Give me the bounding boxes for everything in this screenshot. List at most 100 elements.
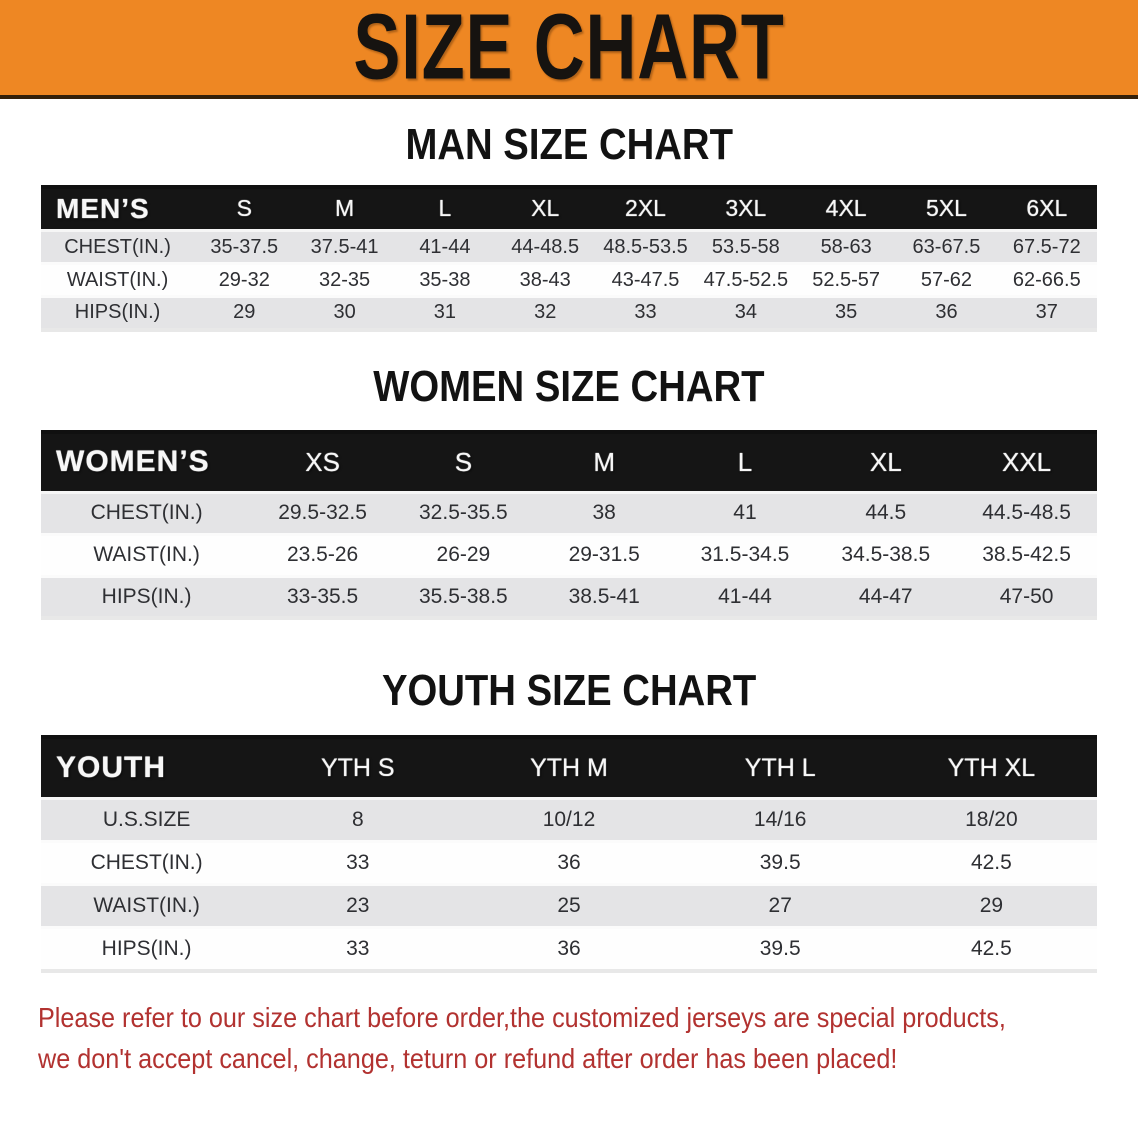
table-category-label: WOMEN’S — [41, 432, 253, 494]
measurement-row: WAIST(IN.) 23 25 27 29 — [41, 884, 1097, 930]
size-column-header: 6XL — [996, 186, 1097, 233]
measurement-value: 32.5-35.5 — [392, 492, 534, 536]
size-column-header: XXL — [956, 432, 1097, 494]
size-table-header-row: WOMEN’S XS S M L XL XXL — [41, 432, 1097, 494]
measurement-value: 33 — [252, 927, 464, 973]
measurement-value: 25 — [463, 884, 675, 930]
measurement-value: 44.5 — [815, 492, 957, 536]
measurement-value: 44.5-48.5 — [956, 492, 1097, 536]
measurement-value: 41-44 — [674, 576, 816, 621]
measurement-row: HIPS(IN.) 29 30 31 32 33 34 35 36 37 — [41, 296, 1097, 332]
size-column-header: YTH L — [674, 736, 886, 801]
size-column-header: M — [294, 186, 395, 233]
measurement-value: 47-50 — [956, 576, 1097, 621]
table-category-label: MEN’S — [41, 186, 195, 233]
size-column-header: YTH M — [463, 736, 675, 801]
measurement-value: 37 — [996, 296, 1097, 332]
measurement-value: 26-29 — [392, 534, 534, 578]
measurement-value: 36 — [463, 841, 675, 887]
measurement-value: 62-66.5 — [996, 263, 1097, 299]
measurement-label: CHEST(IN.) — [41, 492, 253, 536]
measurement-value: 35.5-38.5 — [392, 576, 534, 621]
size-column-header: 4XL — [795, 186, 897, 233]
measurement-label: CHEST(IN.) — [41, 230, 195, 266]
disclaimer-line-2: we don't accept cancel, change, teturn o… — [38, 1043, 898, 1075]
measurement-value: 29-31.5 — [533, 534, 675, 578]
table-category-label: YOUTH — [41, 736, 253, 801]
measurement-label: CHEST(IN.) — [41, 841, 253, 887]
measurement-value: 35-38 — [394, 263, 496, 299]
measurement-value: 32 — [495, 296, 596, 332]
size-column-header: L — [394, 186, 496, 233]
measurement-label: WAIST(IN.) — [41, 884, 253, 930]
measurement-label: WAIST(IN.) — [41, 534, 253, 578]
measurement-value: 36 — [463, 927, 675, 973]
size-column-header: YTH XL — [885, 736, 1097, 801]
size-column-header: XL — [815, 432, 957, 494]
measurement-value: 34.5-38.5 — [815, 534, 957, 578]
size-column-header: 2XL — [595, 186, 696, 233]
measurement-value: 44-47 — [815, 576, 957, 621]
size-column-header: XS — [252, 432, 393, 494]
measurement-value: 38.5-42.5 — [956, 534, 1097, 578]
measurement-value: 37.5-41 — [294, 230, 395, 266]
size-column-header: S — [392, 432, 534, 494]
measurement-row: HIPS(IN.) 33-35.5 35.5-38.5 38.5-41 41-44 44-… — [41, 576, 1097, 621]
measurement-value: 31.5-34.5 — [674, 534, 816, 578]
size-column-header: S — [194, 186, 295, 233]
heading-text: YOUTH SIZE CHART — [381, 666, 757, 716]
measurement-value: 67.5-72 — [996, 230, 1097, 266]
measurement-value: 39.5 — [674, 841, 886, 887]
size-chart-banner: SIZE CHART — [0, 0, 1138, 99]
measurement-value: 34 — [695, 296, 796, 332]
disclaimer-line-1: Please refer to our size chart before or… — [38, 1001, 1006, 1033]
mens-size-table: MEN’S S M L XL 2XL 3XL 4XL 5XL 6XL CHEST(IN.) 35-37… — [41, 184, 1097, 332]
measurement-value: 10/12 — [463, 798, 675, 844]
measurement-value: 42.5 — [885, 841, 1097, 887]
size-column-header: XL — [495, 186, 596, 233]
measurement-value: 43-47.5 — [595, 263, 696, 299]
youth-size-chart-section: YOUTH SIZE CHART YOUTH YTH S YTH M YTH L YTH… — [0, 666, 1138, 973]
measurement-label: HIPS(IN.) — [41, 296, 195, 332]
measurement-label: U.S.SIZE — [41, 798, 253, 844]
man-size-chart-heading: MAN SIZE CHART — [0, 120, 1138, 171]
size-column-header: 3XL — [695, 186, 796, 233]
measurement-row: HIPS(IN.) 33 36 39.5 42.5 — [41, 927, 1097, 973]
measurement-value: 14/16 — [674, 798, 886, 844]
measurement-value: 41-44 — [394, 230, 496, 266]
measurement-value: 38-43 — [495, 263, 596, 299]
womens-size-table: WOMEN’S XS S M L XL XXL CHEST(IN.) 29.5-32.5 32.5… — [41, 430, 1097, 621]
measurement-value: 35-37.5 — [194, 230, 295, 266]
measurement-value: 29.5-32.5 — [252, 492, 393, 536]
size-column-header: M — [533, 432, 675, 494]
measurement-value: 36 — [896, 296, 997, 332]
measurement-value: 63-67.5 — [896, 230, 997, 266]
measurement-value: 23 — [252, 884, 464, 930]
heading-text: WOMEN SIZE CHART — [373, 361, 765, 411]
measurement-value: 42.5 — [885, 927, 1097, 973]
measurement-value: 48.5-53.5 — [595, 230, 696, 266]
measurement-value: 32-35 — [294, 263, 395, 299]
measurement-row: CHEST(IN.) 29.5-32.5 32.5-35.5 38 41 44.5 44.5… — [41, 492, 1097, 536]
youth-size-chart-heading: YOUTH SIZE CHART — [0, 666, 1138, 717]
measurement-row: CHEST(IN.) 35-37.5 37.5-41 41-44 44-48.5 48.5… — [41, 230, 1097, 266]
measurement-value: 8 — [252, 798, 464, 844]
size-table-header-row: MEN’S S M L XL 2XL 3XL 4XL 5XL 6XL — [41, 186, 1097, 233]
measurement-value: 33-35.5 — [252, 576, 393, 621]
measurement-value: 58-63 — [795, 230, 897, 266]
disclaimer-line: Please refer to our size chart before or… — [38, 997, 1138, 1038]
measurement-value: 31 — [394, 296, 496, 332]
man-size-chart-section: MAN SIZE CHART MEN’S S M L XL 2XL 3XL 4XL 5XL 6XL… — [0, 120, 1138, 332]
measurement-label: HIPS(IN.) — [41, 927, 253, 973]
women-size-chart-section: WOMEN SIZE CHART WOMEN’S XS S M L XL XXL CHEST(… — [0, 362, 1138, 621]
measurement-value: 33 — [252, 841, 464, 887]
measurement-value: 38.5-41 — [533, 576, 675, 621]
measurement-value: 29 — [885, 884, 1097, 930]
measurement-value: 57-62 — [896, 263, 997, 299]
banner-title: SIZE CHART — [353, 0, 785, 99]
measurement-value: 27 — [674, 884, 886, 930]
measurement-value: 39.5 — [674, 927, 886, 973]
measurement-value: 18/20 — [885, 798, 1097, 844]
measurement-value: 29 — [194, 296, 295, 332]
measurement-row: WAIST(IN.) 29-32 32-35 35-38 38-43 43-47.5 47.… — [41, 263, 1097, 299]
